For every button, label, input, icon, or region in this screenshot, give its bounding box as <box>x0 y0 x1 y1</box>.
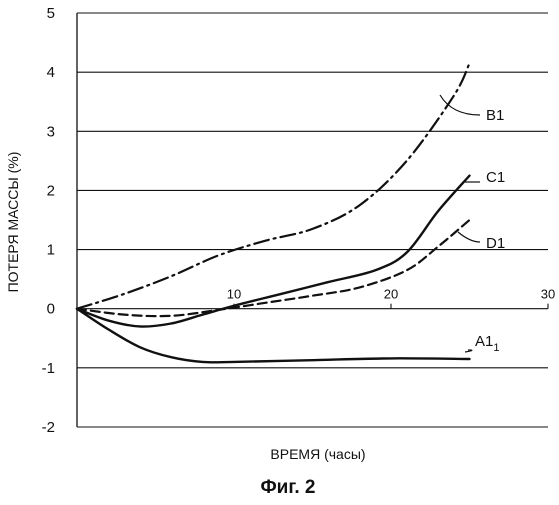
x-tick-label: 20 <box>384 287 398 302</box>
series-lines <box>75 62 471 364</box>
y-tick-label: 0 <box>47 301 55 318</box>
x-tick-label: 10 <box>227 287 241 302</box>
series-leader-d1 <box>457 231 481 243</box>
x-tick-label: 30 <box>541 287 555 302</box>
grid-lines <box>77 12 548 428</box>
y-tick-label: -1 <box>42 360 55 377</box>
series-line-c1 <box>75 174 471 328</box>
series-label-a1: A11 <box>475 333 499 354</box>
figure-caption: Фиг. 2 <box>260 477 315 498</box>
y-tick-label: 3 <box>47 123 55 140</box>
x-axis-title: ВРЕМЯ (часы) <box>270 446 365 462</box>
series-line-b1 <box>75 62 471 310</box>
series-label-b1: B1 <box>486 107 504 124</box>
y-tick-label: 2 <box>47 182 55 199</box>
y-tick-label: 1 <box>47 242 55 259</box>
series-line-a1 <box>75 307 471 364</box>
series-leader-b1 <box>439 94 481 116</box>
series-label-d1: D1 <box>486 235 505 252</box>
y-tick-label: -2 <box>42 419 55 436</box>
series-line-d1 <box>75 218 471 318</box>
axes: -2 -1 0 1 2 3 4 5 10 20 30 <box>42 5 556 436</box>
series-label-c1: C1 <box>486 169 505 186</box>
y-tick-label: 4 <box>47 64 55 81</box>
y-tick-label: 5 <box>47 5 55 22</box>
series-leader-a1 <box>464 349 473 353</box>
series-labels: B1 C1 D1 A11 <box>439 94 505 354</box>
y-axis-title: ПОТЕРЯ МАССЫ (%) <box>5 152 21 293</box>
